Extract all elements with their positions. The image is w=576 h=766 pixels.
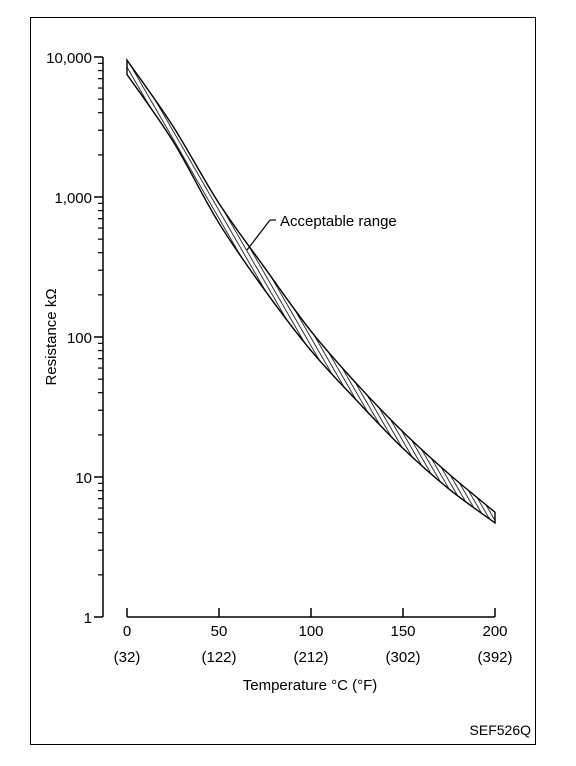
tick-labels: 1 10 100 1,000 10,000 0 (32) 50 (122) 100 (212) 150… [46,50,512,666]
x-tick-label: 200 [482,623,507,640]
figure-frame [30,17,536,745]
axes [94,56,496,618]
y-tick-label: 10 [75,470,92,487]
x-tick-label: 50 [211,623,228,640]
x-tick-label: 150 [390,623,415,640]
annotation-leader-diagonal [246,219,271,251]
acceptable-range-band [126,57,496,525]
x-tick-sublabel: (212) [293,649,328,666]
x-tick-label: 0 [123,623,131,640]
acceptable-range-area [126,57,496,525]
y-tick-label: 100 [67,330,92,347]
y-tick-label: 1 [84,610,92,627]
x-tick-sublabel: (302) [385,649,420,666]
figure-code: SEF526Q [469,722,531,738]
y-tick-label: 1,000 [54,190,92,207]
y-tick-label: 10,000 [46,50,92,67]
x-tick-sublabel: (32) [114,649,141,666]
x-axis-title: Temperature °C (°F) [243,677,378,694]
annotation-acceptable-range: Acceptable range [280,213,397,230]
x-tick-sublabel: (122) [201,649,236,666]
x-tick-label: 100 [298,623,323,640]
y-axis-title: Resistance kΩ [43,288,60,385]
x-tick-sublabel: (392) [477,649,512,666]
